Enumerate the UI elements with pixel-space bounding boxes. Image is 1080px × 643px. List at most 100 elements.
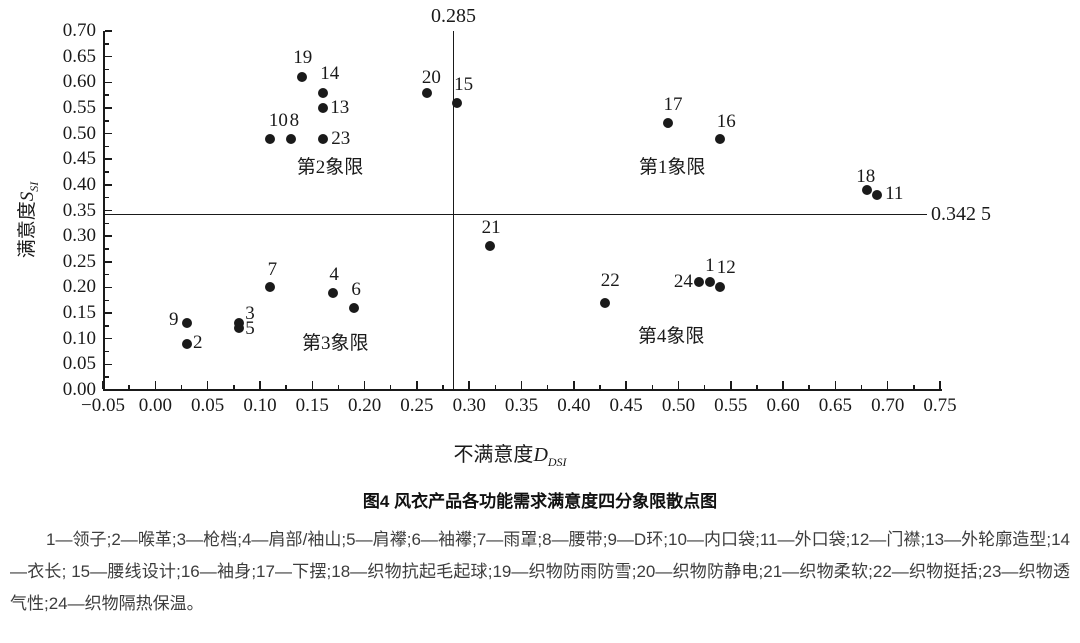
x-tick-label: 0.75: [923, 395, 957, 416]
x-minor-tick: [808, 385, 810, 389]
data-point: [485, 241, 496, 252]
data-point: [317, 87, 328, 98]
data-point: [704, 277, 715, 288]
y-minor-tick: [105, 376, 109, 378]
y-tick-label: 0.45: [62, 148, 96, 170]
x-axis-line: [103, 389, 942, 391]
y-tick-label: 0.50: [62, 122, 96, 144]
x-major-tick: [468, 381, 470, 389]
y-major-tick: [105, 158, 112, 160]
x-axis-title-text: 不满意度: [453, 444, 534, 466]
x-axis-title: 不满意度DDSI: [360, 438, 660, 469]
data-point: [349, 302, 360, 313]
x-major-tick: [311, 381, 313, 389]
x-major-tick: [939, 381, 941, 389]
y-major-tick: [105, 184, 112, 186]
x-minor-tick: [442, 385, 444, 389]
x-tick-label: 0.45: [609, 395, 643, 416]
x-major-tick: [416, 381, 418, 389]
y-minor-tick: [105, 325, 109, 327]
x-axis-subscript: DSI: [547, 455, 567, 469]
data-point: [296, 72, 307, 83]
x-tick-label: 0.40: [557, 395, 591, 416]
data-point: [181, 338, 192, 349]
x-minor-tick: [285, 385, 287, 389]
data-point-label: 8: [289, 109, 300, 131]
data-point-label: 9: [168, 309, 179, 331]
data-point: [265, 133, 276, 144]
y-major-tick: [105, 235, 112, 237]
y-major-tick: [105, 30, 112, 32]
data-point-label: 1: [705, 255, 715, 277]
x-tick-label: 0.50: [661, 395, 696, 416]
data-point-label: 18: [856, 165, 876, 187]
y-tick-label: 0.30: [62, 225, 96, 247]
y-tick-label: 0.65: [62, 45, 96, 67]
x-minor-tick: [860, 385, 863, 389]
x-tick-label: 0.65: [818, 395, 852, 416]
y-tick-label: 0.00: [62, 379, 96, 400]
x-major-tick: [730, 381, 732, 389]
ref-label-x: 0.285: [430, 5, 476, 27]
y-major-tick: [105, 337, 112, 340]
data-point-label: 21: [481, 217, 501, 239]
data-point: [317, 133, 328, 144]
y-minor-tick: [105, 68, 109, 71]
x-minor-tick: [233, 385, 235, 389]
y-tick-label: 0.35: [62, 199, 96, 221]
quadrant-scatter-chart: −0.05 0.00 0.05 0.10 0.15 0.20 0.25 0.30 0.35 0.4…: [17, 5, 991, 469]
y-tick-label: 0.70: [62, 20, 96, 41]
y-major-tick: [105, 261, 112, 263]
data-point-label: 24: [673, 271, 693, 293]
y-minor-tick: [105, 145, 109, 148]
data-point: [234, 323, 244, 334]
x-tick-label: 0.60: [766, 395, 800, 416]
x-minor-tick: [494, 385, 497, 389]
y-major-tick: [105, 286, 112, 289]
x-tick-label: 0.05: [191, 395, 225, 416]
plot-area: −0.05 0.00 0.05 0.10 0.15 0.20 0.25 0.30 0.35 0.4…: [62, 5, 991, 416]
data-point-label: 14: [320, 62, 340, 84]
y-minor-tick: [105, 248, 109, 250]
x-tick-label: 0.30: [452, 395, 486, 416]
y-minor-tick: [105, 299, 109, 301]
y-minor-tick: [105, 171, 109, 173]
x-major-tick: [677, 381, 680, 389]
y-tick-label: 0.20: [62, 276, 96, 298]
x-tick-label: 0.55: [714, 395, 748, 416]
x-tick-label: 0.15: [295, 395, 329, 416]
data-point-label: 20: [421, 66, 441, 88]
data-point-label: 2: [192, 331, 203, 353]
y-minor-tick: [105, 196, 109, 199]
figure-caption: 图4 风衣产品各功能需求满意度四分象限散点图: [362, 492, 718, 511]
y-tick-label: 0.15: [62, 302, 96, 324]
x-tick-label: 0.00: [138, 395, 172, 416]
y-major-tick: [105, 132, 112, 135]
y-minor-tick: [105, 94, 109, 96]
y-axis-line: [103, 31, 105, 391]
data-point-label: 17: [663, 94, 683, 116]
x-minor-tick: [389, 385, 392, 389]
y-minor-tick: [105, 222, 109, 225]
y-tick-label: 0.60: [62, 71, 96, 93]
y-major-tick: [105, 209, 112, 212]
y-axis-title-text: 满意度: [17, 201, 38, 259]
ref-line-vertical: [452, 31, 455, 390]
data-point-label: 22: [600, 269, 620, 291]
y-minor-tick: [105, 273, 109, 276]
x-minor-tick: [703, 385, 706, 389]
quadrant-label: 第4象限: [637, 326, 705, 348]
data-point-label: 3: [245, 303, 255, 325]
y-major-tick: [105, 312, 112, 314]
x-tick-label: 0.10: [243, 395, 277, 416]
y-minor-tick: [105, 120, 109, 122]
data-point: [715, 282, 726, 293]
data-point: [181, 318, 192, 329]
quadrant-label: 第2象限: [296, 156, 364, 178]
x-minor-tick: [651, 385, 654, 389]
data-point-label: 10: [268, 109, 288, 131]
data-point: [451, 97, 462, 108]
legend-paragraph: 1—领子;2—喉革;3—枪档;4—肩部/袖山;5—肩襻;6—袖襻;7—雨罩;8—…: [10, 530, 1070, 613]
ref-label-y: 0.342 5: [931, 203, 991, 226]
